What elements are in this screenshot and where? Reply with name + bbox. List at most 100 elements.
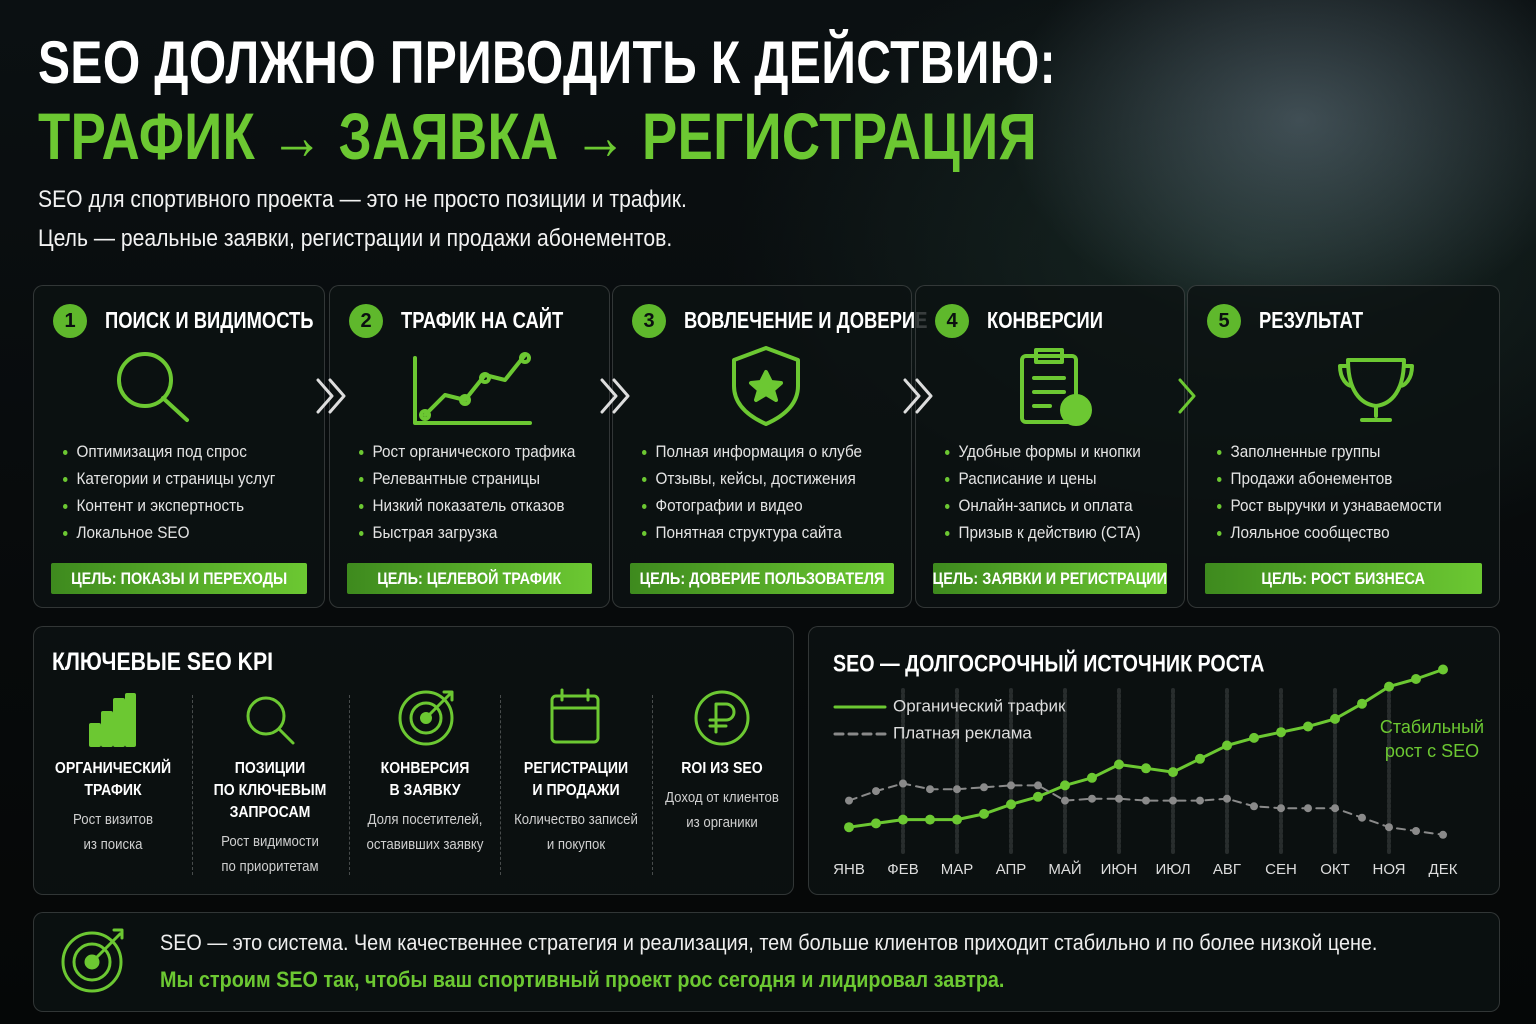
series-point	[1357, 698, 1367, 709]
step-goal-text: ЦЕЛЬ: ЗАЯВКИ И РЕГИСТРАЦИИ	[932, 568, 1168, 588]
series-point	[1250, 802, 1258, 811]
chart-panel	[808, 626, 1500, 895]
kpi-title: РЕГИСТРАЦИИ	[523, 760, 629, 777]
step-item: Онлайн-запись и оплата	[945, 496, 1133, 516]
step-item: Удобные формы и кнопки	[945, 442, 1141, 462]
series-point	[1438, 664, 1448, 675]
step-item: Продажи абонементов	[1217, 469, 1393, 489]
series-point	[844, 822, 854, 833]
footer-panel	[33, 912, 1500, 1012]
title: SEO ДОЛЖНО ПРИВОДИТЬ К ДЕЙСТВИЮ:	[38, 29, 1057, 96]
kpi-title: ОРГАНИЧЕСКИЙ	[54, 760, 172, 777]
step-number: 3	[632, 304, 666, 338]
footer-text: SEO — это система. Чем качественнее стра…	[160, 930, 1378, 955]
x-tick-label: МАЙ	[1048, 860, 1081, 878]
series-point	[1088, 794, 1096, 803]
step-item: Рост выручки и узнаваемости	[1217, 496, 1442, 516]
step-item: Низкий показатель отказов	[359, 496, 565, 516]
series-point	[979, 808, 989, 819]
step-item: Релевантные страницы	[359, 469, 541, 489]
kpi-title: КОНВЕРСИЯ	[380, 760, 470, 777]
series-point	[1114, 759, 1124, 770]
x-tick-label: НОЯ	[1372, 861, 1405, 878]
series-point	[980, 783, 988, 792]
kpi-title: ROI ИЗ SEO	[681, 760, 763, 777]
kpi-desc: из органики	[686, 814, 758, 831]
step-title: ТРАФИК НА САЙТ	[401, 307, 564, 333]
kpi-desc: Доля посетителей,	[367, 811, 483, 828]
series-point	[898, 814, 908, 825]
kpi-separator	[349, 695, 350, 875]
chart-annotation: рост с SEO	[1385, 741, 1479, 761]
series-point	[1276, 727, 1286, 738]
step-goal-text: ЦЕЛЬ: РОСТ БИЗНЕСА	[1261, 568, 1426, 588]
x-tick-label: ДЕК	[1429, 861, 1458, 878]
series-point	[1142, 796, 1150, 805]
kpi-desc: оставивших заявку	[366, 836, 484, 853]
series-point	[871, 818, 881, 829]
kpi-separator	[652, 695, 653, 875]
kpi-title: ЗАПРОСАМ	[229, 804, 311, 821]
series-point	[845, 796, 853, 805]
step-item: Отзывы, кейсы, достижения	[642, 469, 856, 489]
kpi-separator	[192, 695, 193, 875]
kpi-desc: Рост видимости	[221, 833, 319, 850]
step-goal: ЦЕЛЬ: РОСТ БИЗНЕСА	[1205, 563, 1482, 594]
step-item: Рост органического трафика	[359, 442, 576, 462]
x-tick-label: АПР	[996, 861, 1027, 878]
step-item: Фотографии и видео	[642, 496, 803, 516]
kpi-desc: Доход от клиентов	[665, 789, 779, 806]
kpi-desc: из поиска	[83, 836, 143, 853]
kpi-title: В ЗАЯВКУ	[389, 782, 461, 799]
step-item: Контент и экспертность	[63, 496, 245, 516]
step-item: Расписание и цены	[945, 469, 1097, 489]
subtitle: SEO для спортивного проекта — это не про…	[38, 186, 687, 213]
step-goal: ЦЕЛЬ: ПОКАЗЫ И ПЕРЕХОДЫ	[51, 563, 307, 594]
step-item: Полная информация о клубе	[642, 442, 863, 462]
series-point	[1007, 781, 1015, 790]
x-tick-label: СЕН	[1265, 861, 1297, 878]
series-point	[926, 785, 934, 794]
step-goal: ЦЕЛЬ: ЗАЯВКИ И РЕГИСТРАЦИИ	[933, 563, 1167, 594]
chart-title: SEO — ДОЛГОСРОЧНЫЙ ИСТОЧНИК РОСТА	[833, 649, 1265, 676]
subtitle: Цель — реальные заявки, регистрации и пр…	[38, 225, 673, 252]
step-item: Заполненные группы	[1217, 442, 1381, 462]
step-title: КОНВЕРСИИ	[987, 307, 1103, 333]
series-point	[872, 787, 880, 796]
step-title: ПОИСК И ВИДИМОСТЬ	[105, 307, 314, 333]
series-point	[1304, 804, 1312, 813]
x-tick-label: ИЮН	[1101, 861, 1138, 878]
series-point	[1033, 791, 1043, 802]
kpi-desc: и покупок	[546, 836, 606, 853]
kpi-panel	[33, 626, 794, 895]
series-point	[1303, 721, 1313, 732]
series-point	[953, 785, 961, 794]
step-goal-text: ЦЕЛЬ: ДОВЕРИЕ ПОЛЬЗОВАТЕЛЯ	[639, 568, 885, 588]
series-point	[1277, 804, 1285, 813]
chart: SEO — ДОЛГОСРОЧНЫЙ ИСТОЧНИК РОСТА ЯНВ ФЕВ…	[833, 649, 1484, 878]
step-item: Призыв к действию (CTA)	[945, 523, 1141, 543]
series-point	[1412, 827, 1420, 835]
kpi-title: И ПРОДАЖИ	[532, 782, 620, 799]
step-item: Категории и страницы услуг	[63, 469, 276, 489]
series-point	[1060, 780, 1070, 791]
step-item: Локальное SEO	[63, 523, 190, 543]
step-goal-text: ЦЕЛЬ: ПОКАЗЫ И ПЕРЕХОДЫ	[70, 568, 288, 588]
series-point	[1411, 674, 1421, 684]
step-number: 4	[935, 304, 969, 338]
step-number: 2	[349, 304, 383, 338]
series-point	[1195, 753, 1205, 764]
kpi-title: ТРАФИК	[84, 782, 142, 799]
x-tick-label: ОКТ	[1320, 861, 1350, 878]
series-point	[1168, 767, 1178, 778]
kpi-desc: по приоритетам	[221, 858, 319, 875]
series-point	[952, 814, 962, 825]
kpi-desc: Количество записей	[514, 811, 638, 828]
series-point	[1061, 796, 1069, 805]
series-line	[848, 782, 1444, 836]
step-goal-text: ЦЕЛЬ: ЦЕЛЕВОЙ ТРАФИК	[377, 568, 562, 588]
x-tick-label: ЯНВ	[833, 861, 865, 878]
series-point	[1034, 781, 1042, 790]
